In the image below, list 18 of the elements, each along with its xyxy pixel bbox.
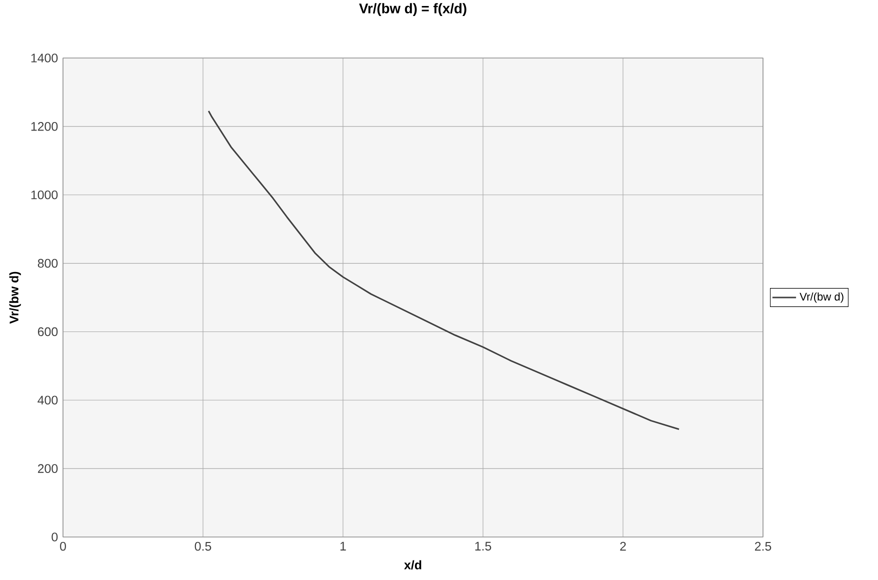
y-tick-label: 400 bbox=[38, 396, 58, 405]
x-tick-label: 2 bbox=[620, 542, 626, 551]
chart-title: Vr/(bw d) = f(x/d) bbox=[359, 3, 466, 16]
y-axis-title: Vr/(bw d) bbox=[9, 272, 21, 324]
x-tick-label: 0.5 bbox=[194, 542, 212, 551]
x-axis-title: x/d bbox=[404, 560, 422, 570]
y-tick-label: 200 bbox=[38, 464, 58, 473]
y-tick-label: 1000 bbox=[31, 190, 58, 200]
x-tick-label: 1.5 bbox=[475, 542, 492, 551]
y-tick-label: 0 bbox=[52, 532, 58, 542]
y-tick-label: 800 bbox=[38, 258, 58, 268]
y-tick-label: 600 bbox=[38, 327, 58, 336]
y-tick-label: 1400 bbox=[31, 54, 58, 62]
x-tick-label: 1 bbox=[340, 542, 346, 550]
y-tick-label: 1200 bbox=[31, 122, 58, 131]
x-tick-label: 2.5 bbox=[754, 542, 772, 551]
x-tick-label: 0 bbox=[60, 542, 66, 551]
legend-label: Vr/(bw d) bbox=[800, 292, 844, 303]
